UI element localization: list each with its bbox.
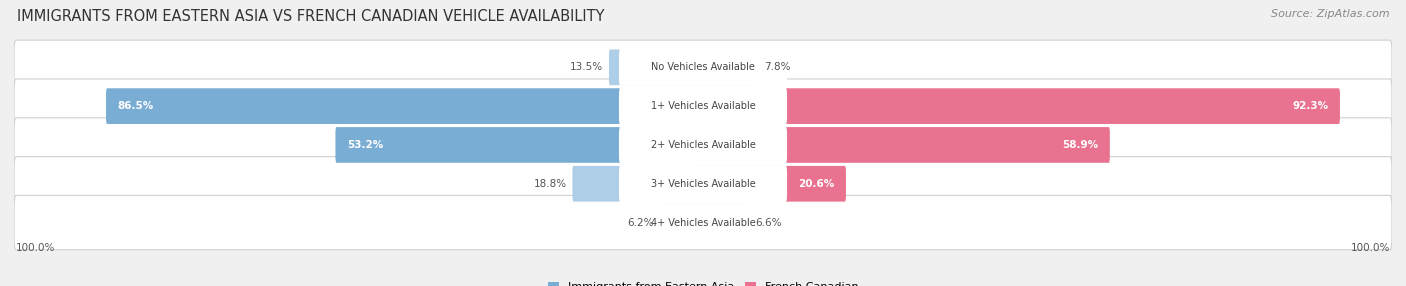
Text: 58.9%: 58.9% xyxy=(1063,140,1098,150)
Text: 86.5%: 86.5% xyxy=(118,101,153,111)
FancyBboxPatch shape xyxy=(702,49,758,85)
Legend: Immigrants from Eastern Asia, French Canadian: Immigrants from Eastern Asia, French Can… xyxy=(546,279,860,286)
FancyBboxPatch shape xyxy=(336,127,704,163)
FancyBboxPatch shape xyxy=(702,166,846,202)
FancyBboxPatch shape xyxy=(619,127,787,163)
FancyBboxPatch shape xyxy=(702,127,1109,163)
FancyBboxPatch shape xyxy=(609,49,704,85)
Text: 6.6%: 6.6% xyxy=(755,218,782,228)
FancyBboxPatch shape xyxy=(14,40,1392,94)
Text: No Vehicles Available: No Vehicles Available xyxy=(651,62,755,72)
Text: Source: ZipAtlas.com: Source: ZipAtlas.com xyxy=(1271,9,1389,19)
FancyBboxPatch shape xyxy=(14,156,1392,211)
FancyBboxPatch shape xyxy=(619,49,787,86)
Text: 7.8%: 7.8% xyxy=(763,62,790,72)
FancyBboxPatch shape xyxy=(619,165,787,202)
Text: 6.2%: 6.2% xyxy=(627,218,654,228)
FancyBboxPatch shape xyxy=(659,205,704,241)
Text: 100.0%: 100.0% xyxy=(1351,243,1391,253)
FancyBboxPatch shape xyxy=(572,166,704,202)
FancyBboxPatch shape xyxy=(702,88,1340,124)
Text: 92.3%: 92.3% xyxy=(1292,101,1329,111)
Text: 1+ Vehicles Available: 1+ Vehicles Available xyxy=(651,101,755,111)
Text: 13.5%: 13.5% xyxy=(569,62,603,72)
FancyBboxPatch shape xyxy=(14,79,1392,133)
Text: 18.8%: 18.8% xyxy=(533,179,567,189)
Text: 4+ Vehicles Available: 4+ Vehicles Available xyxy=(651,218,755,228)
Text: 20.6%: 20.6% xyxy=(799,179,835,189)
Text: 3+ Vehicles Available: 3+ Vehicles Available xyxy=(651,179,755,189)
FancyBboxPatch shape xyxy=(619,88,787,124)
Text: 53.2%: 53.2% xyxy=(347,140,382,150)
Text: 100.0%: 100.0% xyxy=(15,243,55,253)
FancyBboxPatch shape xyxy=(619,204,787,241)
FancyBboxPatch shape xyxy=(14,195,1392,250)
FancyBboxPatch shape xyxy=(14,118,1392,172)
Text: 2+ Vehicles Available: 2+ Vehicles Available xyxy=(651,140,755,150)
Text: IMMIGRANTS FROM EASTERN ASIA VS FRENCH CANADIAN VEHICLE AVAILABILITY: IMMIGRANTS FROM EASTERN ASIA VS FRENCH C… xyxy=(17,9,605,23)
FancyBboxPatch shape xyxy=(702,205,749,241)
FancyBboxPatch shape xyxy=(105,88,704,124)
